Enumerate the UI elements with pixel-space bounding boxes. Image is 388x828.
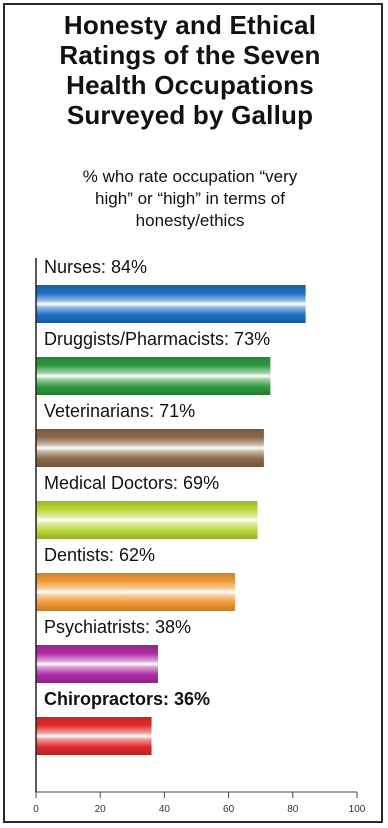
- bar: [36, 645, 158, 683]
- subtitle-line: honesty/ethics: [135, 211, 245, 230]
- x-axis: 0 20 40 60 80 100: [33, 258, 366, 815]
- bar: [36, 285, 306, 323]
- bar: [36, 501, 258, 539]
- x-tick-label: 40: [159, 804, 171, 815]
- x-tick-label: 80: [287, 804, 299, 815]
- chart-frame: [3, 3, 383, 823]
- bar-label: Druggists/Pharmacists: 73%: [44, 329, 270, 349]
- x-tick-label: 60: [223, 804, 235, 815]
- subtitle-line: high” or “high” in terms of: [95, 189, 285, 208]
- title-line: Health Occupations: [66, 70, 314, 100]
- bars-group: Nurses: 84% Druggists/Pharmacists: 73% Vet…: [36, 257, 306, 755]
- bar-label: Veterinarians: 71%: [44, 401, 195, 421]
- bar-label: Nurses: 84%: [44, 257, 147, 277]
- chart-subtitle: % who rate occupation “very high” or “hi…: [0, 166, 380, 232]
- bar: [36, 717, 152, 755]
- bar-label: Dentists: 62%: [44, 545, 155, 565]
- chart-title: Honesty and Ethical Ratings of the Seven…: [0, 10, 380, 130]
- bar-label: Medical Doctors: 69%: [44, 473, 219, 493]
- bar: [36, 573, 236, 611]
- x-tick-label: 100: [349, 804, 366, 815]
- bar-label: Psychiatrists: 38%: [44, 617, 191, 637]
- x-tick-label: 0: [33, 804, 39, 815]
- bar: [36, 429, 264, 467]
- title-line: Ratings of the Seven: [59, 40, 321, 70]
- x-tick-label: 20: [95, 804, 107, 815]
- title-line: Surveyed by Gallup: [66, 100, 314, 130]
- title-line: Honesty and Ethical: [63, 10, 317, 40]
- bar: [36, 357, 271, 395]
- bar-label: Chiropractors: 36%: [44, 689, 210, 709]
- subtitle-line: % who rate occupation “very: [82, 167, 298, 186]
